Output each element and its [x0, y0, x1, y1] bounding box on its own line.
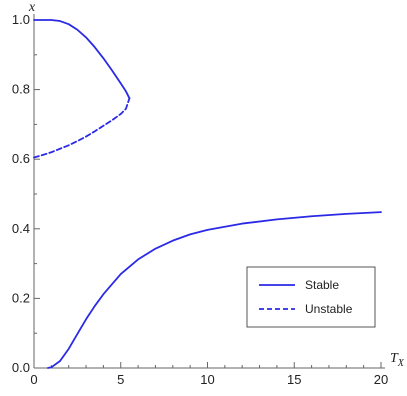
y-tick-label: 0.4 [12, 221, 30, 236]
series-line-dashed-1 [34, 98, 129, 157]
y-tick-label: 0.0 [12, 360, 30, 375]
legend: Stable Unstable [247, 267, 375, 327]
x-tick-label: 15 [287, 372, 301, 387]
legend-box [247, 267, 375, 327]
axes-layer: 0 5 10 15 20 0.0 0.2 0.4 0.6 0.8 1.0x TX [12, 0, 405, 387]
x-tick-label: 0 [30, 372, 37, 387]
x-axis-label-subscript: X [397, 358, 405, 369]
y-tick-label: 0.8 [12, 82, 30, 97]
y-tick-label: 0.6 [12, 151, 30, 166]
x-tick-label: 10 [200, 372, 214, 387]
y-axis-label: x [28, 0, 36, 15]
x-axis-label: TX [390, 351, 405, 369]
x-tick-label: 20 [374, 372, 388, 387]
legend-label: Unstable [305, 302, 353, 316]
series-line-solid-0 [34, 20, 129, 98]
x-tick-label: 5 [117, 372, 124, 387]
y-tick-label: 1.0 [12, 12, 30, 27]
legend-label: Stable [305, 278, 339, 292]
y-tick-label: 0.2 [12, 290, 30, 305]
